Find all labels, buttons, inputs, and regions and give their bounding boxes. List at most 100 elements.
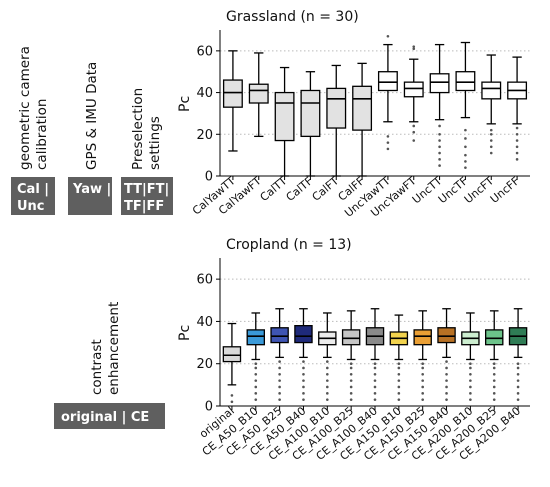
outlier-point — [492, 362, 496, 366]
outlier-point — [386, 135, 390, 138]
box-body — [429, 73, 450, 94]
outlier-point — [373, 385, 377, 389]
box-CalFF — [352, 62, 373, 177]
outlier-point — [326, 360, 329, 363]
box-CalTF — [300, 71, 321, 177]
outlier-point — [397, 372, 401, 376]
outlier-point — [445, 392, 448, 395]
outlier-point — [326, 379, 329, 382]
box-CE_A50_B40 — [294, 308, 313, 401]
box-body — [300, 89, 321, 138]
outlier-point — [278, 360, 281, 363]
outlier-point — [516, 366, 520, 370]
outlier-point — [421, 366, 424, 370]
outlier-point — [278, 385, 281, 389]
calibration-label: geometric camera calibration — [17, 46, 50, 170]
outlier-point — [438, 151, 441, 155]
outlier-point — [464, 128, 467, 132]
outlier-point — [278, 392, 281, 395]
outlier-point — [492, 385, 496, 389]
outlier-point — [397, 398, 401, 401]
box-CE_A100_B25 — [341, 310, 361, 401]
y-tick-label: 20 — [196, 128, 213, 143]
box-body — [481, 81, 502, 100]
preselection-label: Preselection settings — [130, 88, 163, 170]
outlier-point — [397, 392, 401, 395]
box-CE_A100_B10 — [318, 312, 337, 401]
outlier-point — [516, 379, 520, 382]
outlier-point — [254, 385, 258, 389]
box-UncTT — [429, 43, 450, 167]
outlier-point — [397, 366, 401, 370]
outlier-point — [469, 362, 472, 366]
outlier-point — [515, 151, 519, 155]
box-CalYawFT — [248, 52, 269, 138]
outlier-point — [349, 366, 353, 370]
outlier-point — [492, 392, 496, 395]
box-UncYawFT — [403, 45, 424, 142]
outlier-point — [515, 126, 519, 130]
outlier-point — [469, 372, 472, 376]
outlier-point — [421, 362, 424, 366]
box-body — [484, 329, 504, 346]
outlier-point — [373, 379, 377, 382]
outlier-point — [373, 392, 377, 395]
box-CE_A200_B10 — [461, 312, 480, 401]
outlier-point — [397, 379, 401, 382]
contrast-label-line2: enhancement — [106, 302, 122, 395]
box-body — [455, 71, 476, 92]
outlier-point — [515, 139, 519, 142]
outlier-point — [492, 379, 496, 382]
outlier-point — [489, 139, 493, 142]
outlier-point — [492, 372, 496, 376]
outlier-point — [438, 164, 441, 167]
legend-preselection-line1: TT|FT| — [124, 182, 169, 197]
y-tick-label: 40 — [196, 86, 213, 101]
box-CE_A50_B25 — [270, 308, 289, 401]
chart-title: Cropland (n = 13) — [226, 237, 352, 253]
box-body — [294, 325, 313, 344]
outlier-point — [326, 392, 329, 395]
outlier-point — [386, 147, 390, 151]
outlier-point — [412, 45, 416, 48]
box-CE_A150_B10 — [389, 314, 409, 401]
outlier-point — [386, 141, 390, 144]
outlier-point — [397, 385, 401, 389]
legend-box-preselection: TT|FT| TF|FF — [121, 177, 173, 215]
outlier-point — [373, 398, 377, 401]
outlier-point — [469, 385, 472, 389]
outlier-point — [326, 398, 329, 401]
outlier-point — [438, 124, 441, 128]
outlier-point — [412, 47, 416, 51]
gps-label: GPS & IMU Data — [84, 62, 100, 170]
calibration-label-line1: geometric camera — [17, 46, 33, 170]
legend-box-contrast: original | CE — [54, 403, 165, 429]
box-CalFT — [326, 64, 347, 177]
grassland-chart: Grassland (n = 30)0204060PcCalYawTTCalYa… — [177, 9, 530, 220]
box-CE_A150_B40 — [437, 308, 456, 401]
y-tick-label: 60 — [196, 273, 213, 288]
outlier-point — [516, 392, 520, 395]
box-CalTT — [274, 66, 295, 177]
outlier-point — [373, 362, 377, 366]
outlier-point — [421, 379, 424, 382]
outlier-point — [445, 360, 448, 363]
box-CE_A100_B40 — [365, 308, 385, 401]
box-body — [270, 327, 289, 344]
outlier-point — [469, 379, 472, 382]
y-axis-label: Pc — [177, 325, 193, 341]
outlier-point — [464, 145, 467, 149]
outlier-point — [445, 372, 448, 376]
outlier-point — [469, 392, 472, 395]
outlier-point — [421, 385, 424, 389]
outlier-point — [464, 166, 467, 169]
outlier-point — [438, 132, 441, 136]
box-body — [413, 329, 432, 346]
preselection-label-line2: settings — [147, 116, 163, 170]
outlier-point — [489, 145, 493, 149]
outlier-point — [421, 392, 424, 395]
outlier-point — [254, 392, 258, 395]
outlier-point — [278, 398, 281, 401]
box-body — [326, 87, 347, 129]
